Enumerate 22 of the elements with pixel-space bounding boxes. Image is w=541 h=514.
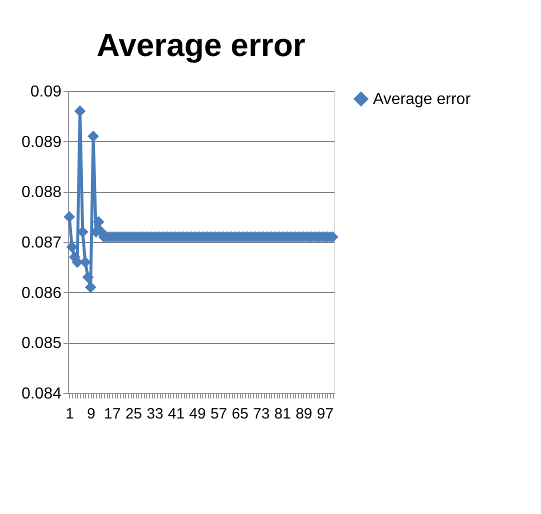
y-tick-label: 0.087 <box>21 234 62 252</box>
x-tick-label: 41 <box>168 406 185 422</box>
y-tick-label: 0.088 <box>21 184 62 202</box>
y-tick-label: 0.086 <box>21 284 62 302</box>
legend-label: Average error <box>373 91 472 108</box>
y-tick-label: 0.084 <box>21 386 62 402</box>
x-tick-label: 33 <box>146 406 164 422</box>
chart-title: Average error <box>96 27 306 63</box>
x-tick-label: 65 <box>232 406 248 422</box>
y-tick-label: 0.089 <box>21 134 62 151</box>
y-tick-label: 0.085 <box>21 335 62 352</box>
x-tick-label: 17 <box>104 406 121 422</box>
x-tick-label: 1 <box>66 406 74 422</box>
x-tick-label: 73 <box>253 406 270 422</box>
x-tick-label: 25 <box>125 406 142 422</box>
x-tick-label: 57 <box>210 406 228 422</box>
x-tick-label: 81 <box>274 406 291 422</box>
x-tick-label: 49 <box>189 406 206 422</box>
y-tick-label: 0.09 <box>30 84 62 100</box>
x-tick-label: 89 <box>296 406 312 422</box>
x-tick-label: 97 <box>316 406 334 422</box>
x-tick-label: 9 <box>86 406 96 422</box>
